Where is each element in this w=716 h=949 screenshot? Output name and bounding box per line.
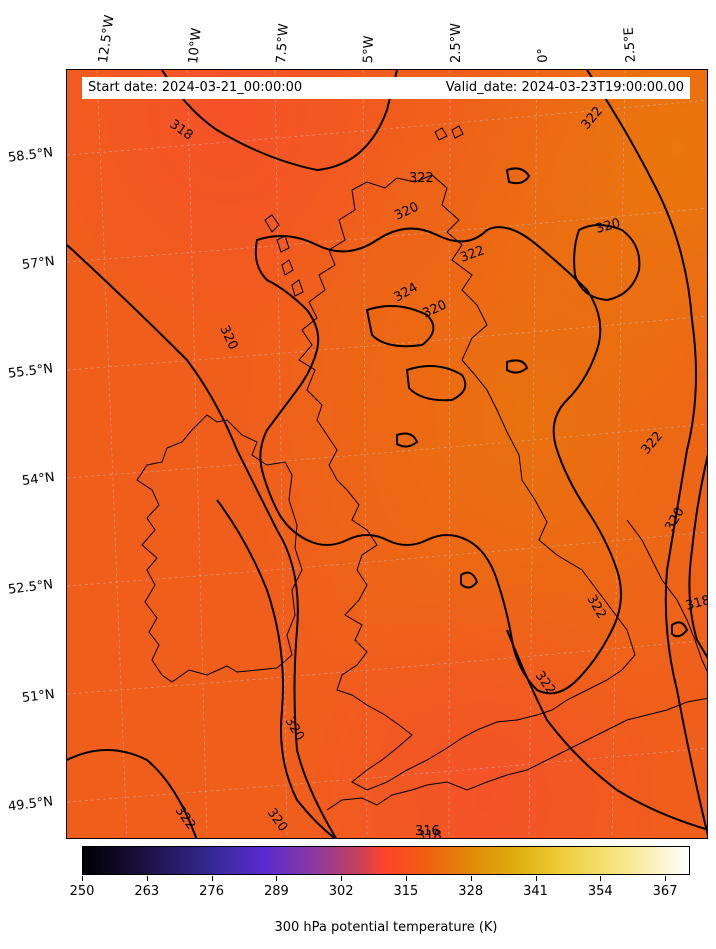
contour-ne-blob xyxy=(573,224,641,302)
contour-label: 320 xyxy=(594,216,622,237)
colorbar-tick xyxy=(535,876,537,881)
colorbar-tick-label: 263 xyxy=(134,884,160,899)
colorbar-tick-label: 354 xyxy=(587,884,613,899)
colorbar-tick xyxy=(600,876,602,881)
colorbar-tick xyxy=(405,876,407,881)
colorbar-tick xyxy=(211,876,213,881)
contour-small-2 xyxy=(506,359,529,374)
colorbar-tick-label: 302 xyxy=(328,884,354,899)
contour-inner-1 xyxy=(365,305,435,348)
great-britain-coast xyxy=(298,174,636,791)
colorbar-tick xyxy=(341,876,343,881)
colorbar-title: 300 hPa potential temperature (K) xyxy=(274,920,498,935)
lon-label-10w: 10°W xyxy=(186,27,205,65)
netherlands-coast xyxy=(626,519,707,672)
orkney-islands xyxy=(434,125,464,141)
contour-west-320 xyxy=(67,244,337,838)
contour-small-4 xyxy=(460,571,479,589)
contour-label: 316 xyxy=(415,824,440,839)
colorbar-tick xyxy=(665,876,667,881)
colorbar-tick-label: 341 xyxy=(523,884,548,899)
lat-label-52.5n: 52.5°N xyxy=(7,577,54,598)
date-info-box: Start date: 2024-03-21_00:00:00 Valid_da… xyxy=(82,77,690,99)
graticule xyxy=(67,70,707,838)
colorbar-tick-label: 367 xyxy=(652,884,678,899)
colorbar-tick-label: 276 xyxy=(199,884,224,899)
map-panel: 318 322 322 320 320 322 324 320 320 322 … xyxy=(66,69,708,839)
contours xyxy=(67,70,707,838)
colorbar xyxy=(82,846,690,875)
lat-label-51n: 51°N xyxy=(21,687,56,706)
colorbar-tick xyxy=(276,876,278,881)
lon-label-2.5e: 2.5°E xyxy=(621,26,639,63)
contour-small-5 xyxy=(671,621,689,638)
lat-label-55.5n: 55.5°N xyxy=(7,361,54,382)
colorbar-tick xyxy=(82,876,83,881)
lat-label-49.5n: 49.5°N xyxy=(7,794,54,815)
lat-label-58.5n: 58.5°N xyxy=(7,145,54,166)
start-date-text: Start date: 2024-03-21_00:00:00 xyxy=(88,80,303,95)
colorbar-tick xyxy=(470,876,472,881)
contour-label: 318 xyxy=(417,829,442,839)
contour-318-north xyxy=(161,70,398,172)
contour-east-322 xyxy=(586,70,707,836)
colorbar-tick-label: 315 xyxy=(393,884,419,899)
lon-label-7.5w: 7.5°W xyxy=(274,23,292,65)
ireland-coast xyxy=(136,414,303,683)
france-coast xyxy=(326,697,707,811)
field-cool-region-s xyxy=(67,70,707,838)
lon-label-5w: 5°W xyxy=(361,35,377,64)
lat-label-57n: 57°N xyxy=(21,254,56,273)
hebrides-islands xyxy=(264,214,304,297)
map-canvas: 318 322 322 320 320 322 324 320 320 322 … xyxy=(67,70,708,839)
colorbar-tick-label: 328 xyxy=(458,884,484,899)
lon-label-12.5w: 12.5°W xyxy=(96,14,118,65)
contour-label: 322 xyxy=(409,171,434,186)
valid-date-text: Valid_date: 2024-03-23T19:00:00.00 xyxy=(445,80,684,95)
lat-label-54n: 54°N xyxy=(21,470,56,489)
colorbar-tick-label: 250 xyxy=(69,884,95,899)
contour-wavy-center xyxy=(254,226,622,695)
contour-318-south xyxy=(216,499,337,838)
contour-inner-2 xyxy=(405,365,467,402)
colorbar-tick-label: 289 xyxy=(263,884,289,899)
contour-southwest xyxy=(67,749,198,838)
colorbar-tick xyxy=(146,876,148,881)
contour-label: 318 xyxy=(684,593,708,614)
contour-320-right xyxy=(688,454,707,659)
coastlines xyxy=(136,125,707,811)
contour-small-3 xyxy=(396,432,419,448)
lon-label-2.5w: 2.5°W xyxy=(449,22,464,63)
contour-small-1 xyxy=(505,167,531,185)
lon-label-0: 0° xyxy=(535,47,551,63)
